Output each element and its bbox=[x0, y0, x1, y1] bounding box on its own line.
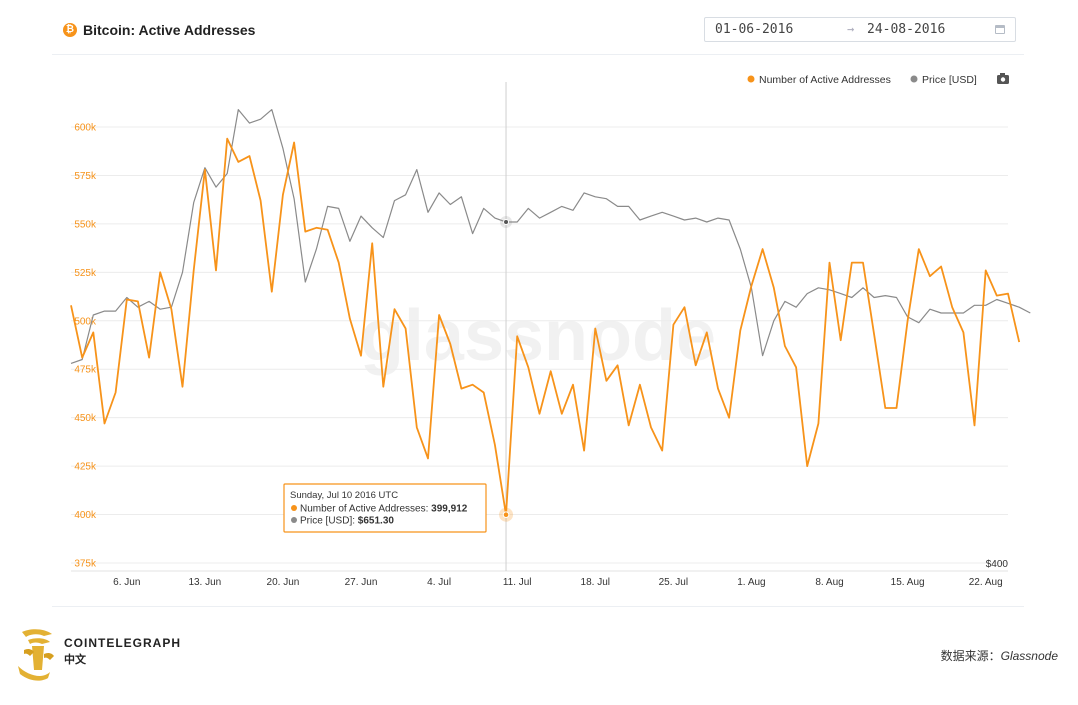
y-tick-label: 600k bbox=[74, 123, 97, 134]
tooltip: Sunday, Jul 10 2016 UTC Number of Active… bbox=[283, 483, 487, 533]
cointelegraph-logo-icon bbox=[18, 629, 54, 681]
camera-icon[interactable] bbox=[997, 73, 1009, 84]
tooltip-line-price: Price [USD]: $651.30 bbox=[300, 516, 394, 527]
tooltip-value-addresses: 399,912 bbox=[431, 504, 468, 515]
tooltip-line-addresses: Number of Active Addresses: 399,912 bbox=[300, 504, 468, 515]
series-line-price bbox=[70, 108, 1031, 364]
y2-tick-label: $400 bbox=[986, 559, 1009, 570]
x-tick-label: 8. Aug bbox=[815, 577, 843, 588]
brand-subtitle: 中文 bbox=[64, 654, 86, 666]
y-tick-label: 400k bbox=[74, 510, 97, 521]
chart-header: ₿ Bitcoin: Active Addresses 01-06-2016 →… bbox=[52, 0, 1024, 55]
y-tick-label: 525k bbox=[74, 268, 97, 279]
y-tick-label: 550k bbox=[74, 219, 97, 230]
tooltip-label-addresses: Number of Active Addresses: bbox=[300, 504, 431, 515]
x-tick-label: 25. Jul bbox=[659, 577, 688, 588]
y-tick-label: 475k bbox=[74, 365, 97, 376]
x-axis: 6. Jun 13. Jun 20. Jun 27. Jun 4. Jul 11. Jul… bbox=[71, 570, 1008, 588]
calendar-icon[interactable] bbox=[995, 25, 1005, 34]
date-arrow: → bbox=[847, 22, 855, 36]
tooltip-dot-addresses bbox=[291, 505, 297, 511]
tooltip-dot-price bbox=[291, 517, 297, 523]
data-source-prefix: 数据来源： bbox=[940, 649, 1001, 663]
hover-point-price bbox=[503, 218, 510, 225]
x-tick-label: 20. Jun bbox=[267, 577, 300, 588]
y-tick-label: 425k bbox=[74, 462, 97, 473]
legend-dot-addresses bbox=[747, 75, 755, 83]
brand-name: COINTELEGRAPH bbox=[64, 636, 182, 650]
x-tick-label: 15. Aug bbox=[891, 577, 925, 588]
x-tick-label: 22. Aug bbox=[969, 577, 1003, 588]
hover-point-addresses bbox=[502, 511, 510, 519]
y-tick-label: 450k bbox=[74, 413, 97, 424]
y-tick-label: 500k bbox=[74, 316, 97, 327]
tooltip-value-price: $651.30 bbox=[358, 516, 395, 527]
legend-dot-price bbox=[910, 75, 918, 83]
active-addresses-chart: glassnode 6. Jun 13. Jun 20. Jun 27. Jun 4. … bbox=[70, 73, 1031, 588]
legend-label-price[interactable]: Price [USD] bbox=[922, 74, 977, 86]
date-start-input[interactable]: 01-06-2016 bbox=[715, 22, 794, 37]
title-wrap: ₿ Bitcoin: Active Addresses bbox=[63, 22, 255, 38]
tooltip-box bbox=[283, 483, 487, 533]
date-range-picker[interactable]: 01-06-2016 → 24-08-2016 bbox=[704, 17, 1016, 42]
legend: Number of Active Addresses Price [USD] bbox=[747, 73, 1009, 86]
x-tick-label: 4. Jul bbox=[427, 577, 451, 588]
data-source-name: Glassnode bbox=[1000, 649, 1058, 663]
x-tick-label: 11. Jul bbox=[503, 577, 532, 588]
series-group bbox=[70, 108, 1031, 516]
hover-markers bbox=[499, 215, 514, 522]
date-end-input[interactable]: 24-08-2016 bbox=[867, 22, 946, 37]
grid bbox=[71, 126, 1008, 564]
chart-title: Bitcoin: Active Addresses bbox=[83, 22, 256, 38]
series-line-active-addresses bbox=[70, 137, 1021, 516]
x-tick-label: 13. Jun bbox=[188, 577, 221, 588]
legend-label-addresses[interactable]: Number of Active Addresses bbox=[759, 74, 891, 86]
watermark: glassnode bbox=[360, 296, 716, 376]
y-tick-label: 375k bbox=[74, 559, 97, 570]
footer-divider bbox=[52, 606, 1024, 607]
x-tick-label: 27. Jun bbox=[345, 577, 378, 588]
bitcoin-icon: ₿ bbox=[63, 23, 77, 37]
x-tick-label: 1. Aug bbox=[737, 577, 765, 588]
tooltip-label-price: Price [USD]: bbox=[300, 516, 358, 527]
tooltip-date: Sunday, Jul 10 2016 UTC bbox=[290, 490, 398, 501]
y-axis: 375k 400k 425k 450k 475k 500k 525k 550k 575k 600k bbox=[74, 123, 97, 570]
x-tick-label: 6. Jun bbox=[113, 577, 140, 588]
data-source: 数据来源：Glassnode bbox=[941, 647, 1058, 664]
x-tick-label: 18. Jul bbox=[581, 577, 610, 588]
y-tick-label: 575k bbox=[74, 171, 97, 182]
